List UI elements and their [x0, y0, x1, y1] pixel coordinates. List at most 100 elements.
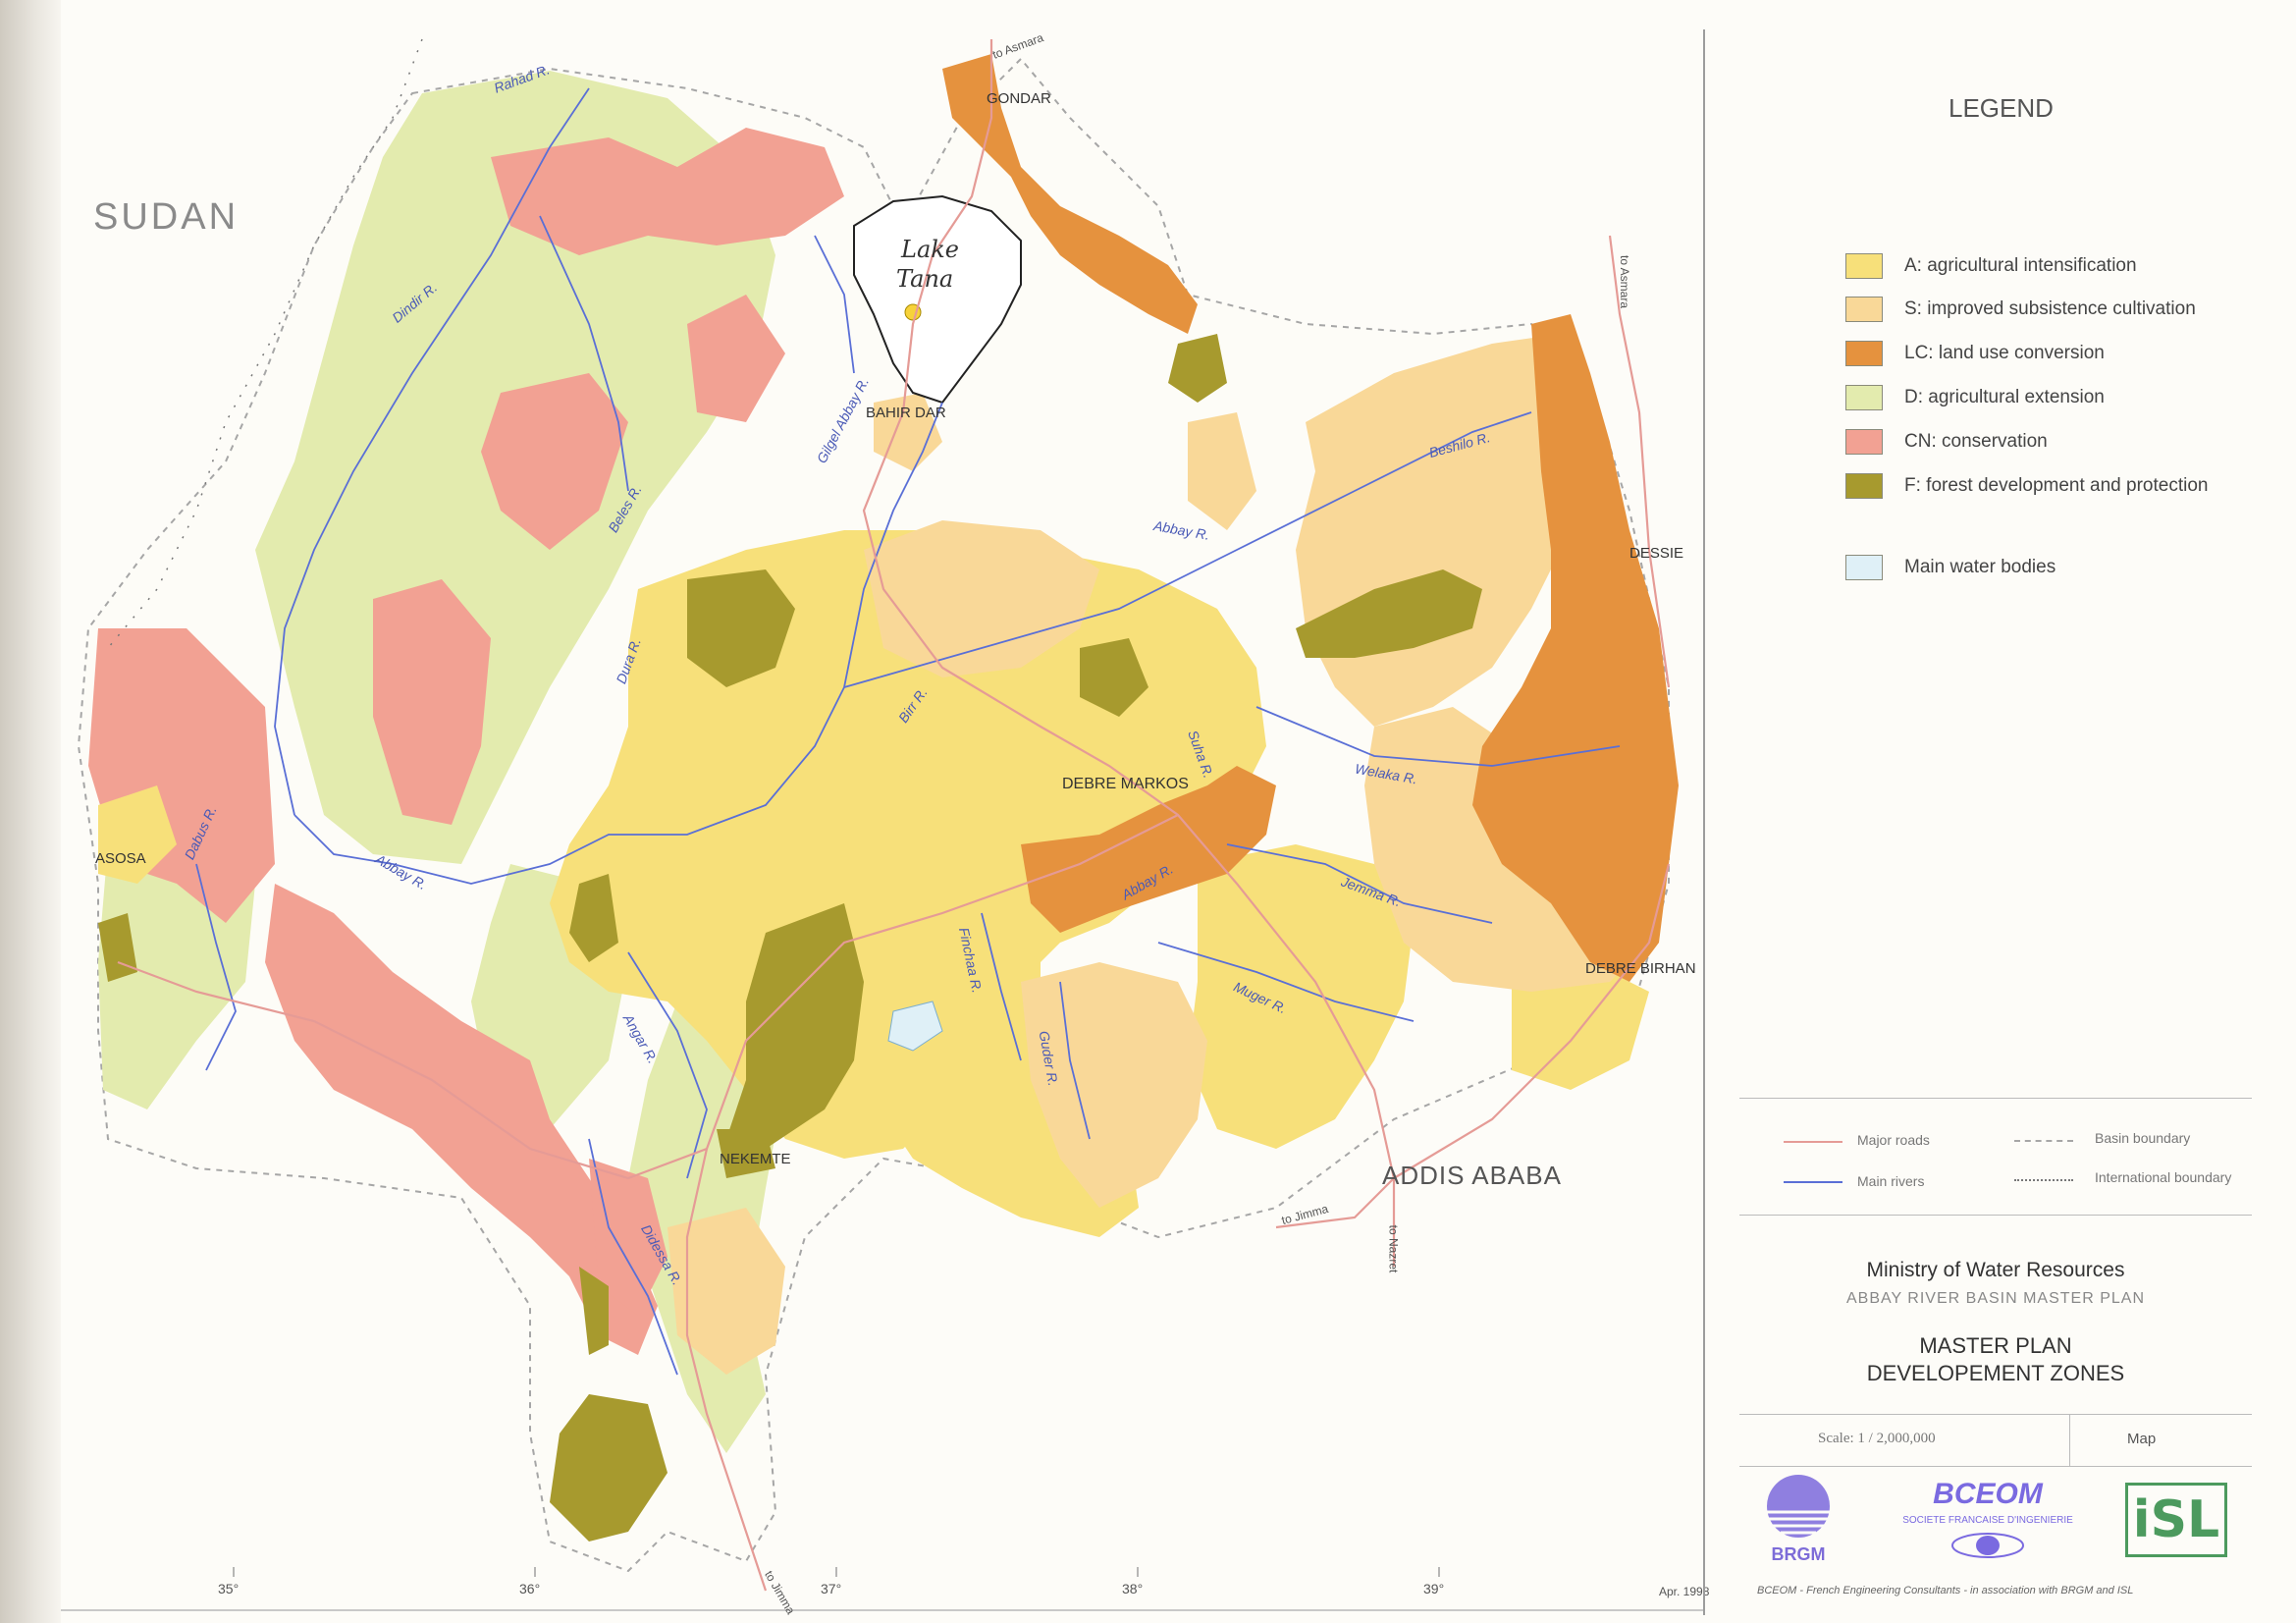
city-label-gondar: GONDAR: [987, 90, 1051, 107]
isl-logo: iSL: [2125, 1483, 2227, 1557]
legend-label: D: agricultural extension: [1904, 387, 2105, 407]
legend-swatch: [1845, 385, 1883, 410]
zone-forest-3: [1296, 569, 1482, 658]
key-basin-symbol: [2014, 1140, 2073, 1142]
city-label-debre-markos: DEBRE MARKOS: [1062, 776, 1189, 792]
city-label-bahir-dar: BAHIR DAR: [866, 405, 946, 421]
zone-agricultural-intensification-east: [1188, 844, 1414, 1149]
legend-item-subsistence-cultivation: S: improved subsistence cultivation: [1845, 297, 2196, 322]
basin-map: [61, 38, 1703, 1611]
scale-row: Scale: 1 / 2,000,000 Map: [1739, 1414, 2252, 1467]
key-road-symbol: [1784, 1141, 1842, 1143]
city-label-nekemte: NEKEMTE: [720, 1151, 791, 1167]
legend-label: LC: land use conversion: [1904, 343, 2105, 363]
bceom-emblem-icon: [1951, 1533, 2024, 1558]
zone-forest-1: [687, 569, 795, 687]
city-label-asosa: ASOSA: [95, 850, 146, 867]
zone-forest-5: [569, 874, 618, 962]
zone-subsistence-center: [864, 520, 1099, 677]
key-basin-boundary: Basin boundary: [2095, 1130, 2191, 1146]
zone-forest-6: [550, 1394, 667, 1542]
map-key: Major roads Main rivers Basin boundary I…: [1739, 1098, 2252, 1216]
legend-title: LEGEND: [1949, 93, 2054, 123]
longitude-label-35: 35°: [218, 1581, 240, 1596]
zone-conservation-ne: [687, 295, 785, 422]
legend-item-forest: F: forest development and protection: [1845, 473, 2208, 499]
lake-label-line1: Lake: [901, 236, 959, 263]
legend-swatch: [1845, 253, 1883, 279]
legend-label: F: forest development and protection: [1904, 475, 2209, 496]
credits-line: BCEOM - French Engineering Consultants -…: [1757, 1585, 2134, 1596]
map-type: Map: [2127, 1431, 2157, 1447]
zone-land-use-conversion-gondar: [942, 54, 1198, 334]
legend-swatch: [1845, 555, 1883, 580]
legend-item-agricultural-intensification: A: agricultural intensification: [1845, 253, 2137, 279]
key-international-symbol: [2014, 1179, 2073, 1181]
lake-label-line2: Tana: [896, 265, 954, 293]
zone-forest-10: [717, 1129, 775, 1178]
legend-label: S: improved subsistence cultivation: [1904, 298, 2196, 319]
zone-conservation-center: [481, 373, 628, 550]
zone-conservation-south: [589, 1159, 667, 1316]
key-river-symbol: [1784, 1181, 1842, 1183]
zone-land-use-conversion-east: [1472, 314, 1679, 982]
lake-tana: [853, 194, 1022, 405]
map-date: Apr. 1998: [1659, 1585, 1710, 1598]
road-label-to-nazret: to Nazret: [1386, 1224, 1401, 1273]
longitude-label-36: 36°: [519, 1581, 541, 1596]
zone-subsistence-bahir: [874, 393, 942, 471]
map-title-line1: MASTER PLAN: [1919, 1333, 2072, 1358]
ministry-name: Ministry of Water Resources: [1866, 1259, 2125, 1281]
zone-conservation-north: [491, 128, 844, 255]
legend-swatch: [1845, 429, 1883, 455]
road-label-to-asmara-right: to Asmara: [1618, 254, 1632, 309]
zone-subsistence-sw: [667, 1208, 785, 1375]
legend-label: CN: conservation: [1904, 431, 2048, 452]
longitude-label-38: 38°: [1122, 1581, 1144, 1596]
main-rivers: [195, 87, 1621, 1376]
scale-divider: [2069, 1415, 2070, 1466]
legend-swatch: [1845, 341, 1883, 366]
zone-forest-8: [1168, 334, 1227, 403]
international-boundary: [107, 38, 423, 649]
brgm-logo: BRGM: [1757, 1473, 1840, 1564]
legend-swatch: [1845, 297, 1883, 322]
zone-subsistence-mid: [1188, 412, 1256, 530]
panel-divider: [1703, 29, 1705, 1615]
zone-forest-4: [726, 903, 864, 1149]
title-block: Ministry of Water Resources ABBAY RIVER …: [1739, 1217, 2252, 1386]
legend-swatch: [1845, 473, 1883, 499]
legend-item-land-use-conversion: LC: land use conversion: [1845, 341, 2105, 366]
longitude-label-39: 39°: [1423, 1581, 1445, 1596]
zone-subsistence-south: [1021, 962, 1207, 1208]
brgm-text: BRGM: [1771, 1544, 1826, 1564]
zone-conservation-river-band: [265, 884, 658, 1355]
graticule-ticks: [233, 1567, 1440, 1577]
city-label-debre-birhan: DEBRE BIRHAN: [1585, 960, 1696, 977]
zone-conservation-west: [373, 579, 491, 825]
legend-item-agricultural-extension: D: agricultural extension: [1845, 385, 2105, 410]
zone-forest-9: [98, 913, 137, 982]
scale-text: Scale: 1 / 2,000,000: [1818, 1431, 1936, 1446]
brgm-globe-icon: [1767, 1475, 1830, 1538]
zone-agricultural-intensification-west: [98, 785, 177, 884]
city-label-addis-ababa: ADDIS ABABA: [1382, 1161, 1562, 1190]
major-roads: [117, 39, 1671, 1592]
zone-forest-2: [1080, 638, 1148, 717]
bceom-logo: BCEOM SOCIETE FRANCAISE D'INGENIERIE: [1880, 1478, 2096, 1566]
legend-label: A: agricultural intensification: [1904, 255, 2137, 276]
zone-forest-7: [579, 1267, 609, 1355]
key-main-rivers: Main rivers: [1857, 1173, 1925, 1189]
city-label-dessie: DESSIE: [1629, 545, 1684, 562]
key-major-roads: Major roads: [1857, 1132, 1930, 1148]
project-name: ABBAY RIVER BASIN MASTER PLAN: [1845, 1290, 2146, 1307]
legend-item-conservation: CN: conservation: [1845, 429, 2048, 455]
book-binding-shadow: [0, 0, 61, 1623]
zone-land-use-conversion-center: [1021, 766, 1276, 933]
legend-item-water-bodies: Main water bodies: [1845, 555, 2056, 580]
key-international-boundary: International boundary: [2095, 1169, 2232, 1185]
bceom-text: BCEOM: [1933, 1478, 2043, 1510]
bceom-subtitle: SOCIETE FRANCAISE D'INGENIERIE: [1902, 1515, 2073, 1526]
map-title-line2: DEVELOPEMENT ZONES: [1866, 1361, 2125, 1385]
longitude-label-37: 37°: [821, 1581, 842, 1596]
